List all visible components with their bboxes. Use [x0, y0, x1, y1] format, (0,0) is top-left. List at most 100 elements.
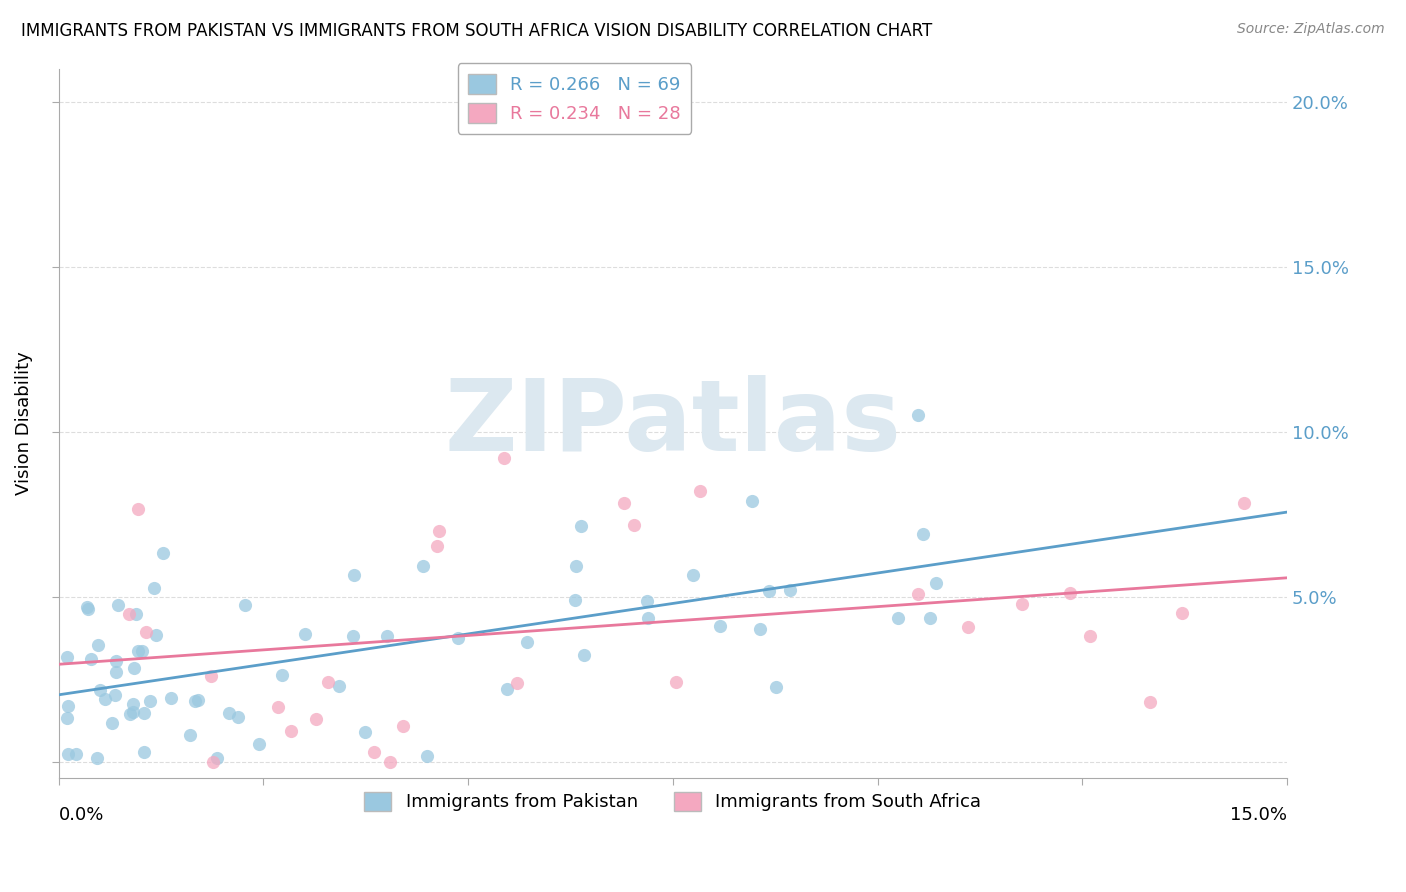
- Point: [152, 546, 174, 560]
- Point: [118, 706, 141, 721]
- Point: [920, 610, 942, 624]
- Point: [495, 682, 517, 697]
- Point: [305, 713, 328, 727]
- Point: [709, 619, 731, 633]
- Point: [58, 699, 80, 714]
- Point: [492, 450, 515, 465]
- Point: [779, 582, 801, 597]
- Point: [101, 715, 124, 730]
- Point: [377, 629, 399, 643]
- Point: [183, 694, 205, 708]
- Point: [758, 584, 780, 599]
- Point: [682, 567, 704, 582]
- Point: [412, 559, 434, 574]
- Point: [416, 748, 439, 763]
- Point: [87, 638, 110, 652]
- Point: [132, 746, 155, 760]
- Point: [233, 598, 256, 612]
- Point: [228, 710, 250, 724]
- Point: [267, 699, 290, 714]
- Point: [564, 593, 586, 607]
- Point: [142, 581, 165, 595]
- Point: [205, 751, 228, 765]
- Text: 0.0%: 0.0%: [59, 806, 104, 824]
- Text: 15.0%: 15.0%: [1230, 806, 1286, 824]
- Point: [138, 694, 160, 708]
- Point: [637, 610, 659, 624]
- Point: [76, 600, 98, 615]
- Text: Source: ZipAtlas.com: Source: ZipAtlas.com: [1237, 22, 1385, 37]
- Point: [1011, 598, 1033, 612]
- Point: [956, 620, 979, 634]
- Point: [77, 601, 100, 615]
- Point: [294, 626, 316, 640]
- Legend: Immigrants from Pakistan, Immigrants from South Africa: Immigrants from Pakistan, Immigrants fro…: [357, 784, 988, 819]
- Point: [56, 711, 79, 725]
- Point: [572, 648, 595, 663]
- Point: [122, 661, 145, 675]
- Point: [1059, 585, 1081, 599]
- Point: [565, 559, 588, 574]
- Point: [623, 517, 645, 532]
- Point: [636, 594, 658, 608]
- Point: [80, 651, 103, 665]
- Point: [749, 622, 772, 636]
- Point: [127, 643, 149, 657]
- Text: IMMIGRANTS FROM PAKISTAN VS IMMIGRANTS FROM SOUTH AFRICA VISION DISABILITY CORRE: IMMIGRANTS FROM PAKISTAN VS IMMIGRANTS F…: [21, 22, 932, 40]
- Y-axis label: Vision Disability: Vision Disability: [15, 351, 32, 495]
- Point: [218, 706, 240, 720]
- Point: [925, 575, 948, 590]
- Point: [516, 635, 538, 649]
- Point: [187, 693, 209, 707]
- Point: [56, 747, 79, 761]
- Point: [107, 598, 129, 612]
- Point: [392, 719, 415, 733]
- Point: [1233, 495, 1256, 509]
- Point: [104, 655, 127, 669]
- Point: [363, 745, 385, 759]
- Point: [179, 728, 201, 742]
- Point: [447, 631, 470, 645]
- Point: [343, 568, 366, 582]
- Point: [328, 679, 350, 693]
- Point: [135, 624, 157, 639]
- Point: [89, 682, 111, 697]
- Point: [131, 643, 153, 657]
- Point: [86, 751, 108, 765]
- Point: [426, 539, 449, 553]
- Point: [247, 737, 270, 751]
- Point: [907, 587, 929, 601]
- Point: [118, 607, 141, 622]
- Point: [380, 755, 402, 769]
- Point: [741, 493, 763, 508]
- Point: [1171, 606, 1194, 620]
- Point: [121, 698, 143, 712]
- Point: [271, 668, 294, 682]
- Point: [353, 725, 375, 739]
- Point: [506, 676, 529, 690]
- Text: ZIPatlas: ZIPatlas: [444, 375, 901, 472]
- Point: [132, 706, 155, 720]
- Point: [125, 607, 148, 622]
- Point: [613, 496, 636, 510]
- Point: [94, 692, 117, 706]
- Point: [56, 650, 79, 665]
- Point: [1078, 629, 1101, 643]
- Point: [689, 483, 711, 498]
- Point: [427, 524, 450, 538]
- Point: [104, 688, 127, 702]
- Point: [145, 628, 167, 642]
- Point: [342, 629, 364, 643]
- Point: [316, 674, 339, 689]
- Point: [765, 680, 787, 694]
- Point: [65, 747, 87, 762]
- Point: [887, 610, 910, 624]
- Point: [280, 724, 302, 739]
- Point: [104, 665, 127, 679]
- Point: [121, 705, 143, 719]
- Point: [127, 502, 149, 516]
- Point: [202, 755, 225, 769]
- Point: [665, 675, 688, 690]
- Point: [912, 526, 935, 541]
- Point: [200, 669, 222, 683]
